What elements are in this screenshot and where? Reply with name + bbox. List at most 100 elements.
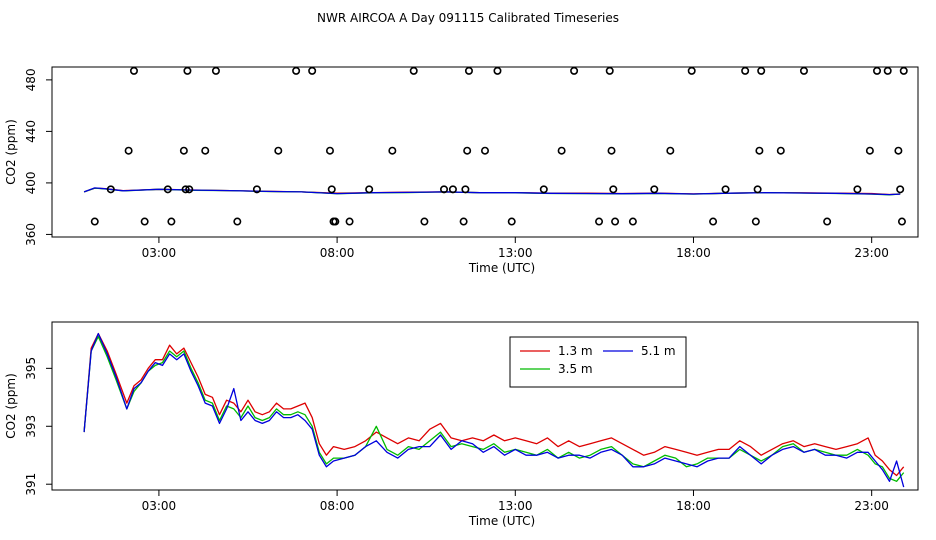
legend-box — [509, 336, 687, 388]
calibration-point — [124, 146, 133, 155]
x-tick-label: 03:00 — [142, 246, 177, 260]
calibration-point — [420, 217, 429, 226]
calibration-point — [853, 185, 862, 194]
calibration-point — [327, 185, 336, 194]
series-line-1-3-m — [83, 332, 905, 477]
calibration-point — [167, 217, 176, 226]
calibration-point — [741, 66, 750, 75]
calibration-point — [507, 217, 516, 226]
calibration-point — [201, 146, 210, 155]
calibration-point — [140, 217, 149, 226]
plot-frame — [51, 321, 919, 491]
calibration-point — [480, 146, 489, 155]
y-tick-label: 360 — [24, 223, 38, 246]
calibration-point — [493, 66, 502, 75]
top-panel-calibration-scatter: 03:00 08:00 13:00 18:00 23:00 360 400 440 480 Tim… — [4, 66, 919, 275]
calibration-point — [448, 185, 457, 194]
calibration-point — [776, 146, 785, 155]
legend-label: 3.5 m — [558, 362, 593, 376]
calibration-point — [345, 217, 354, 226]
calibration-point — [751, 217, 760, 226]
calibration-point — [709, 217, 718, 226]
calibration-point — [331, 217, 340, 226]
calibration-point — [883, 66, 892, 75]
calibration-point — [896, 185, 905, 194]
y-tick-label: 400 — [24, 171, 38, 194]
calibration-point — [325, 146, 334, 155]
x-tick-label: 23:00 — [854, 246, 889, 260]
calibration-point — [897, 217, 906, 226]
calibration-point — [233, 217, 242, 226]
calibration-point — [605, 66, 614, 75]
calibration-point — [823, 217, 832, 226]
calibration-point — [721, 185, 730, 194]
x-axis-label: Time (UTC) — [468, 261, 535, 275]
calibration-point — [865, 146, 874, 155]
calibration-point — [409, 66, 418, 75]
legend-label: 1.3 m — [558, 344, 593, 358]
calibration-point — [755, 146, 764, 155]
calibration-point — [388, 146, 397, 155]
x-tick-label: 13:00 — [498, 246, 533, 260]
series-line-1 — [83, 187, 901, 196]
calibration-point — [181, 185, 190, 194]
y-tick-label: 480 — [24, 68, 38, 91]
calibration-point — [185, 185, 194, 194]
calibration-point — [163, 185, 172, 194]
calibration-point — [873, 66, 882, 75]
calibration-point — [464, 66, 473, 75]
calibration-point — [365, 185, 374, 194]
calibration-point — [463, 146, 472, 155]
x-tick-label: 13:00 — [498, 499, 533, 513]
calibration-point — [252, 185, 261, 194]
calibration-point — [757, 66, 766, 75]
calibration-point — [459, 217, 468, 226]
calibration-point — [609, 185, 618, 194]
calibration-point — [650, 185, 659, 194]
calibration-point — [308, 66, 317, 75]
calibration-point — [292, 66, 301, 75]
calibration-point — [628, 217, 637, 226]
figure-title: NWR AIRCOA A Day 091115 Calibrated Times… — [317, 11, 619, 25]
x-tick-label: 18:00 — [676, 499, 711, 513]
calibration-point — [539, 185, 548, 194]
x-tick-label: 08:00 — [320, 499, 355, 513]
calibration-point — [894, 146, 903, 155]
calibration-point — [557, 146, 566, 155]
x-tick-label: 18:00 — [676, 246, 711, 260]
plot-frame — [51, 66, 919, 238]
series-line-5-1-m — [83, 332, 905, 488]
legend-label: 5.1 m — [641, 344, 676, 358]
x-axis-label: Time (UTC) — [468, 514, 535, 528]
calibration-point — [440, 185, 449, 194]
calibration-point — [753, 185, 762, 194]
calibration-point — [274, 146, 283, 155]
calibration-point — [179, 146, 188, 155]
calibration-point — [129, 66, 138, 75]
y-tick-label: 391 — [24, 473, 38, 496]
calibration-point — [666, 146, 675, 155]
series-line-3-5-m — [83, 335, 905, 482]
bottom-panel-co2-lines: 03:00 08:00 13:00 18:00 23:00 391 393 395 Time (… — [4, 321, 919, 528]
calibration-point — [461, 185, 470, 194]
series-line-0 — [83, 187, 901, 196]
y-tick-label: 440 — [24, 120, 38, 143]
calibration-point — [90, 217, 99, 226]
calibration-point — [183, 66, 192, 75]
x-tick-label: 03:00 — [142, 499, 177, 513]
y-tick-label: 395 — [24, 357, 38, 380]
calibration-point — [211, 66, 220, 75]
calibration-point — [899, 66, 908, 75]
y-axis-label: CO2 (ppm) — [4, 119, 18, 185]
calibration-point — [687, 66, 696, 75]
calibration-point — [106, 185, 115, 194]
y-tick-label: 393 — [24, 415, 38, 438]
x-tick-label: 08:00 — [320, 246, 355, 260]
calibration-point — [611, 217, 620, 226]
calibration-point — [607, 146, 616, 155]
calibration-point — [570, 66, 579, 75]
x-tick-label: 23:00 — [854, 499, 889, 513]
calibration-point — [595, 217, 604, 226]
y-axis-label: CO2 (ppm) — [4, 373, 18, 439]
